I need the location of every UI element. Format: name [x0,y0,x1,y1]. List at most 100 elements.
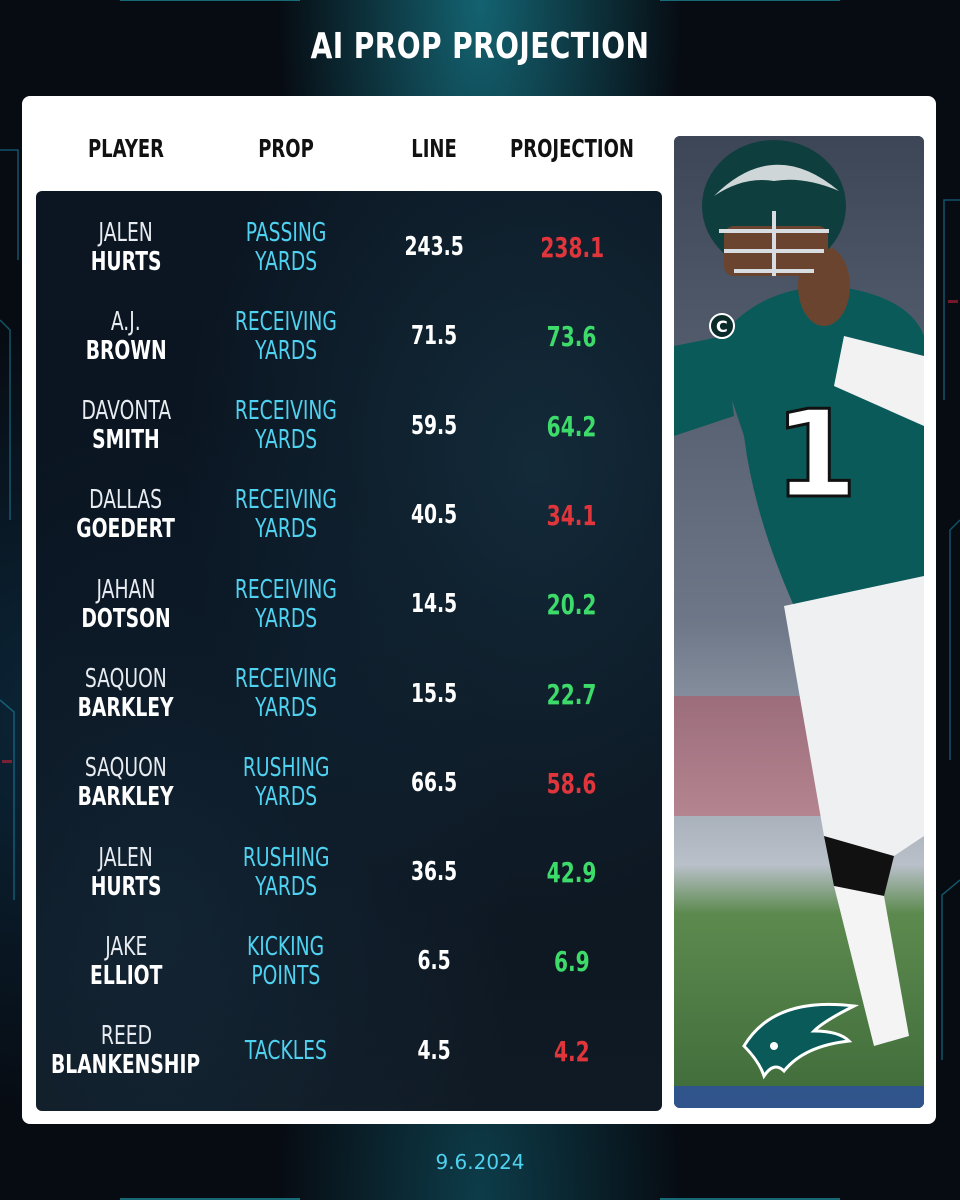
prop-line-2: YARDS [254,514,318,545]
line-cell: 4.5 [344,1007,524,1096]
projection-value: 238.1 [540,231,604,264]
projection-value: 22.7 [547,677,597,711]
projection-cell: 22.7 [482,650,662,739]
prop-line-1: RECEIVING [234,306,338,337]
prop-cell: RUSHING YARDS [196,828,376,917]
prop-line-1: RECEIVING [234,396,338,427]
table-row: JAKE ELLIOT KICKING POINTS 6.5 6.9 [36,917,662,1006]
projection-value: 58.6 [547,766,597,800]
line-cell: 243.5 [344,203,524,292]
prop-line-1: KICKING [247,931,325,962]
table-row: A.J. BROWN RECEIVING YARDS 71.5 73.6 [36,292,662,381]
table-row: JALEN HURTS PASSING YARDS 243.5 238.1 [36,203,662,292]
table-row: REED BLANKENSHIP TACKLES 4.5 4.2 [36,1007,662,1096]
player-first-name: JAHAN [96,574,156,605]
prop-line-1: RUSHING [242,842,330,873]
player-cell: JAHAN DOTSON [36,560,216,649]
table-row: DALLAS GOEDERT RECEIVING YARDS 40.5 34.1 [36,471,662,560]
line-cell: 71.5 [344,292,524,381]
prop-line-1: RECEIVING [234,485,338,516]
prop-cell: TACKLES [196,1007,376,1096]
projection-value: 42.9 [547,856,597,890]
prop-cell: RECEIVING YARDS [196,292,376,381]
table-header: PLAYER PROP LINE PROJECTION [22,96,672,192]
prop-line-1: TACKLES [245,1035,327,1066]
player-last-name: DOTSON [81,603,171,634]
line-value: 4.5 [417,1035,451,1066]
projection-cell: 58.6 [482,739,662,828]
table-row: JALEN HURTS RUSHING YARDS 36.5 42.9 [36,828,662,917]
prop-cell: RECEIVING YARDS [196,471,376,560]
prop-line-2: YARDS [254,246,318,277]
table-row: JAHAN DOTSON RECEIVING YARDS 14.5 20.2 [36,560,662,649]
prop-cell: PASSING YARDS [196,203,376,292]
date-label: 9.6.2024 [435,1150,525,1174]
prop-line-2: YARDS [254,871,318,902]
line-cell: 6.5 [344,917,524,1006]
projection-cell: 238.1 [482,203,662,292]
table-row: SAQUON BARKLEY RUSHING YARDS 66.5 58.6 [36,739,662,828]
line-cell: 59.5 [344,382,524,471]
line-cell: 15.5 [344,650,524,739]
player-cell: JALEN HURTS [36,828,216,917]
player-cell: SAQUON BARKLEY [36,739,216,828]
eagle-logo-icon [742,1002,860,1080]
prop-line-1: PASSING [245,217,327,248]
prop-cell: RECEIVING YARDS [196,560,376,649]
player-first-name: REED [100,1021,152,1052]
prop-line-2: YARDS [254,693,318,723]
player-first-name: JALEN [98,217,154,248]
projection-cell: 42.9 [482,828,662,917]
player-last-name: HURTS [90,871,162,902]
header-prop: PROP [258,134,314,163]
player-last-name: BARKLEY [78,782,174,813]
projection-cell: 34.1 [482,471,662,560]
line-cell: 36.5 [344,828,524,917]
projection-value: 73.6 [547,320,597,354]
line-cell: 66.5 [344,739,524,828]
header-player: PLAYER [87,134,165,163]
line-value: 6.5 [417,946,451,977]
prop-line-2: YARDS [254,603,318,634]
player-cell: DALLAS GOEDERT [36,471,216,560]
prop-line-2: YARDS [254,425,318,456]
prop-line-1: RUSHING [242,753,330,784]
header-projection: PROJECTION [510,134,634,163]
line-value: 14.5 [410,589,458,620]
table-body: JALEN HURTS PASSING YARDS 243.5 238.1 A.J. BROW… [36,191,662,1111]
prop-line-2: YARDS [254,782,318,813]
player-cell: JAKE ELLIOT [36,917,216,1006]
prop-cell: RUSHING YARDS [196,739,376,828]
line-value: 243.5 [404,232,464,262]
prop-cell: KICKING POINTS [196,917,376,1006]
player-last-name: BLANKENSHIP [51,1050,201,1081]
header-line: LINE [411,134,457,163]
projection-card: PLAYER PROP LINE PROJECTION JALEN HURTS PA… [22,96,936,1124]
projection-value: 34.1 [547,498,597,532]
projection-cell: 6.9 [482,917,662,1006]
prop-line-2: YARDS [254,335,318,366]
captain-patch: C [716,317,728,336]
prop-line-1: RECEIVING [234,664,338,694]
player-last-name: GOEDERT [76,514,176,545]
player-first-name: SAQUON [85,664,167,694]
player-cell: DAVONTA SMITH [36,382,216,471]
line-value: 59.5 [410,410,458,441]
projection-value: 20.2 [547,588,597,622]
projection-value: 6.9 [554,945,590,979]
player-cell: A.J. BROWN [36,292,216,381]
player-first-name: JALEN [98,842,154,873]
player-first-name: DALLAS [89,485,163,516]
player-photo: 1 C [674,136,924,1108]
player-last-name: SMITH [92,425,160,456]
line-cell: 40.5 [344,471,524,560]
player-last-name: BROWN [85,335,167,366]
player-photo-illustration: 1 C [674,136,924,1108]
projection-cell: 73.6 [482,292,662,381]
player-first-name: JAKE [104,931,148,962]
line-value: 71.5 [410,321,458,352]
line-value: 66.5 [410,767,458,798]
table-row: DAVONTA SMITH RECEIVING YARDS 59.5 64.2 [36,382,662,471]
player-first-name: SAQUON [85,753,167,784]
